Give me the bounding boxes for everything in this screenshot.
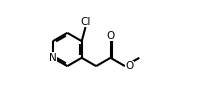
Text: N: N (49, 53, 57, 63)
Text: O: O (126, 61, 134, 71)
Text: O: O (106, 31, 115, 41)
Text: Cl: Cl (80, 17, 91, 27)
